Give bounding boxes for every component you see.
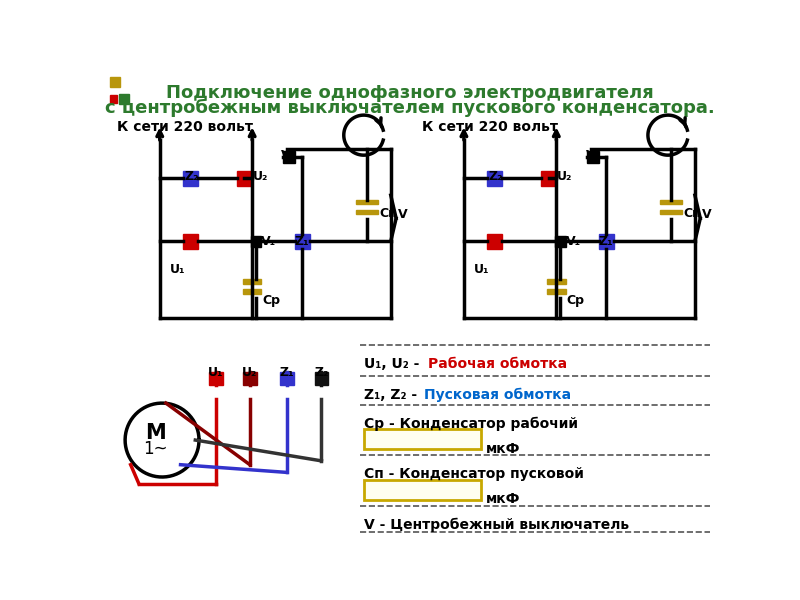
Bar [209, 371, 223, 385]
Bar [314, 371, 328, 385]
Text: Z₁: Z₁ [294, 235, 309, 248]
FancyBboxPatch shape [364, 429, 481, 449]
Bar [356, 200, 378, 205]
Text: Z₁, Z₂ -: Z₁, Z₂ - [364, 388, 422, 402]
Bar [660, 200, 682, 205]
Text: U₁: U₁ [474, 263, 490, 276]
Text: V₁: V₁ [566, 235, 581, 248]
Text: Z₁: Z₁ [598, 235, 614, 248]
Text: К сети 220 вольт: К сети 220 вольт [422, 120, 558, 134]
Bar [110, 77, 120, 88]
Bar [243, 289, 262, 294]
Text: Z₁: Z₁ [279, 366, 294, 379]
Text: Z₂: Z₂ [489, 170, 503, 183]
Text: мкФ: мкФ [486, 442, 520, 455]
Bar [547, 279, 566, 284]
Bar [110, 95, 118, 103]
Text: V: V [702, 208, 711, 221]
Bar [587, 151, 599, 163]
Bar [554, 236, 566, 247]
Bar [598, 233, 614, 249]
Text: мкФ: мкФ [486, 493, 520, 506]
Bar [183, 233, 198, 249]
Bar [243, 371, 257, 385]
Text: V₂: V₂ [586, 149, 601, 162]
Text: Z₂: Z₂ [314, 366, 329, 379]
Text: U₂: U₂ [242, 366, 258, 379]
Bar [660, 210, 682, 214]
Text: Cр: Cр [566, 294, 584, 307]
Text: 1~: 1~ [143, 440, 168, 458]
Text: V₁: V₁ [262, 235, 277, 248]
Text: V: V [398, 208, 407, 221]
Text: U₂: U₂ [253, 170, 268, 183]
Text: Подключение однофазного электродвигателя: Подключение однофазного электродвигателя [166, 83, 654, 101]
FancyBboxPatch shape [364, 480, 481, 500]
Text: М: М [146, 423, 166, 443]
Bar [487, 170, 502, 186]
Text: Cп: Cп [379, 207, 397, 220]
Text: Z₂: Z₂ [184, 170, 199, 183]
Bar [250, 236, 262, 247]
Bar [487, 233, 502, 249]
Text: U₁: U₁ [170, 263, 186, 276]
Text: V - Центробежный выключатель: V - Центробежный выключатель [364, 518, 629, 532]
Bar [243, 279, 262, 284]
Text: с центробежным выключателем пускового конденсатора.: с центробежным выключателем пускового ко… [105, 99, 715, 117]
Bar [237, 170, 252, 186]
Text: Ср - Конденсатор рабочий: Ср - Конденсатор рабочий [364, 416, 578, 431]
Bar [356, 210, 378, 214]
Text: К сети 220 вольт: К сети 220 вольт [118, 120, 254, 134]
Text: U₂: U₂ [557, 170, 573, 183]
Text: Cп: Cп [683, 207, 701, 220]
Text: U₁: U₁ [208, 366, 224, 379]
Text: U₁, U₂ -: U₁, U₂ - [364, 357, 424, 371]
Text: Пусковая обмотка: Пусковая обмотка [424, 388, 571, 402]
Bar [183, 170, 198, 186]
Bar [280, 371, 294, 385]
Bar [283, 151, 295, 163]
Text: Сп - Конденсатор пусковой: Сп - Конденсатор пусковой [364, 467, 584, 481]
Text: V₂: V₂ [282, 149, 297, 162]
Bar [547, 289, 566, 294]
Bar [119, 94, 129, 104]
Bar [541, 170, 556, 186]
Text: Cр: Cр [262, 294, 280, 307]
Text: Рабочая обмотка: Рабочая обмотка [428, 357, 567, 371]
Bar [294, 233, 310, 249]
